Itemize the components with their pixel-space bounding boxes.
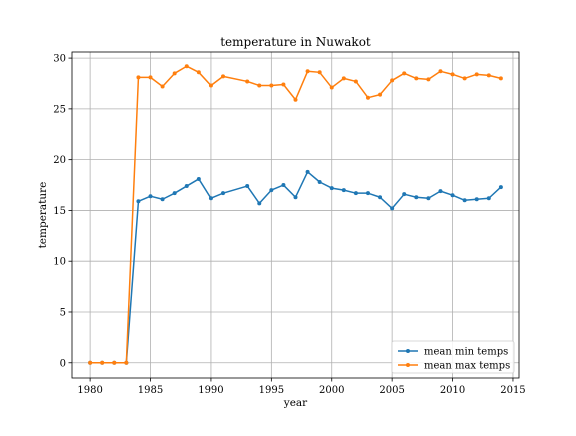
y-tick-label: 10 — [53, 257, 66, 268]
data-point — [172, 71, 177, 76]
data-point — [208, 83, 213, 88]
data-point — [498, 185, 503, 190]
data-point — [438, 189, 443, 194]
data-point — [329, 186, 334, 191]
data-point — [462, 76, 467, 81]
data-point — [353, 79, 358, 84]
x-tick-label: 1995 — [259, 385, 284, 396]
data-point — [329, 85, 334, 90]
data-point — [257, 201, 262, 206]
data-point — [438, 69, 443, 74]
data-point — [341, 188, 346, 193]
legend-label: mean max temps — [424, 361, 510, 372]
data-point — [378, 195, 383, 200]
series-group — [88, 64, 503, 365]
data-point — [148, 194, 153, 199]
data-point — [414, 76, 419, 81]
legend-label: mean min temps — [424, 347, 508, 358]
data-point — [365, 191, 370, 196]
data-point — [245, 184, 250, 189]
data-point — [184, 184, 189, 189]
x-axis-label: year — [283, 397, 308, 409]
data-point — [269, 188, 274, 193]
data-point — [365, 95, 370, 100]
x-tick-label: 2000 — [319, 385, 344, 396]
data-point — [281, 183, 286, 188]
data-point — [136, 75, 141, 80]
y-tick-label: 0 — [60, 358, 66, 369]
data-point — [196, 176, 201, 181]
legend-entry: mean min temps — [398, 347, 508, 358]
data-point — [341, 76, 346, 81]
legend-box — [391, 340, 515, 374]
data-point — [414, 195, 419, 200]
legend: mean min temps mean max temps — [391, 340, 515, 374]
x-tick-label: 2005 — [379, 385, 404, 396]
data-point — [450, 193, 455, 198]
data-point — [293, 195, 298, 200]
data-point — [390, 78, 395, 83]
x-tick-label: 1990 — [198, 385, 223, 396]
data-point — [402, 71, 407, 76]
data-point — [245, 79, 250, 84]
data-point — [269, 83, 274, 88]
data-point — [160, 197, 165, 202]
data-point — [317, 70, 322, 75]
y-tick-label: 30 — [53, 54, 66, 65]
data-point — [426, 196, 431, 201]
data-point — [100, 360, 105, 365]
data-point — [462, 198, 467, 203]
series-line — [90, 171, 502, 364]
y-axis-label: temperature — [37, 182, 49, 249]
data-point — [498, 76, 503, 81]
data-point — [486, 73, 491, 78]
grid — [72, 52, 519, 378]
data-point — [221, 74, 226, 79]
data-point — [172, 191, 177, 196]
data-point — [136, 199, 141, 204]
data-point — [402, 192, 407, 197]
chart-title: temperature in Nuwakot — [220, 35, 371, 49]
y-tick-label: 5 — [60, 307, 66, 318]
series-line — [90, 65, 502, 364]
legend-swatch-marker — [406, 349, 410, 353]
data-point — [486, 196, 491, 201]
data-point — [426, 77, 431, 82]
y-tick-label: 20 — [53, 155, 66, 166]
data-point — [221, 191, 226, 196]
data-point — [305, 169, 310, 174]
y-tick-label: 25 — [53, 104, 66, 115]
data-point — [305, 69, 310, 74]
data-point — [196, 70, 201, 75]
data-point — [184, 64, 189, 69]
y-tick-label: 15 — [53, 206, 66, 217]
data-point — [353, 191, 358, 196]
data-point — [208, 196, 213, 201]
plot-frame — [71, 51, 520, 379]
data-point — [160, 84, 165, 89]
x-tick-label: 1980 — [77, 385, 102, 396]
data-point — [378, 92, 383, 97]
x-tick-label: 2010 — [440, 385, 465, 396]
legend-swatch-marker — [406, 363, 410, 367]
data-point — [124, 360, 129, 365]
data-point — [112, 360, 117, 365]
series-2 — [88, 64, 503, 365]
data-point — [317, 179, 322, 184]
x-tick-label: 2015 — [500, 385, 525, 396]
data-point — [474, 197, 479, 202]
axis-ticks: 1980 1985 1990 1995 2000 2005 2010 2015 0 5 10 15 20… — [53, 54, 525, 396]
data-point — [148, 75, 153, 80]
legend-entry: mean max temps — [398, 361, 510, 372]
data-point — [390, 206, 395, 211]
data-point — [257, 83, 262, 88]
data-point — [474, 72, 479, 77]
data-point — [281, 82, 286, 87]
data-point — [450, 72, 455, 77]
x-tick-label: 1985 — [138, 385, 163, 396]
data-point — [88, 360, 93, 365]
data-point — [293, 97, 298, 102]
